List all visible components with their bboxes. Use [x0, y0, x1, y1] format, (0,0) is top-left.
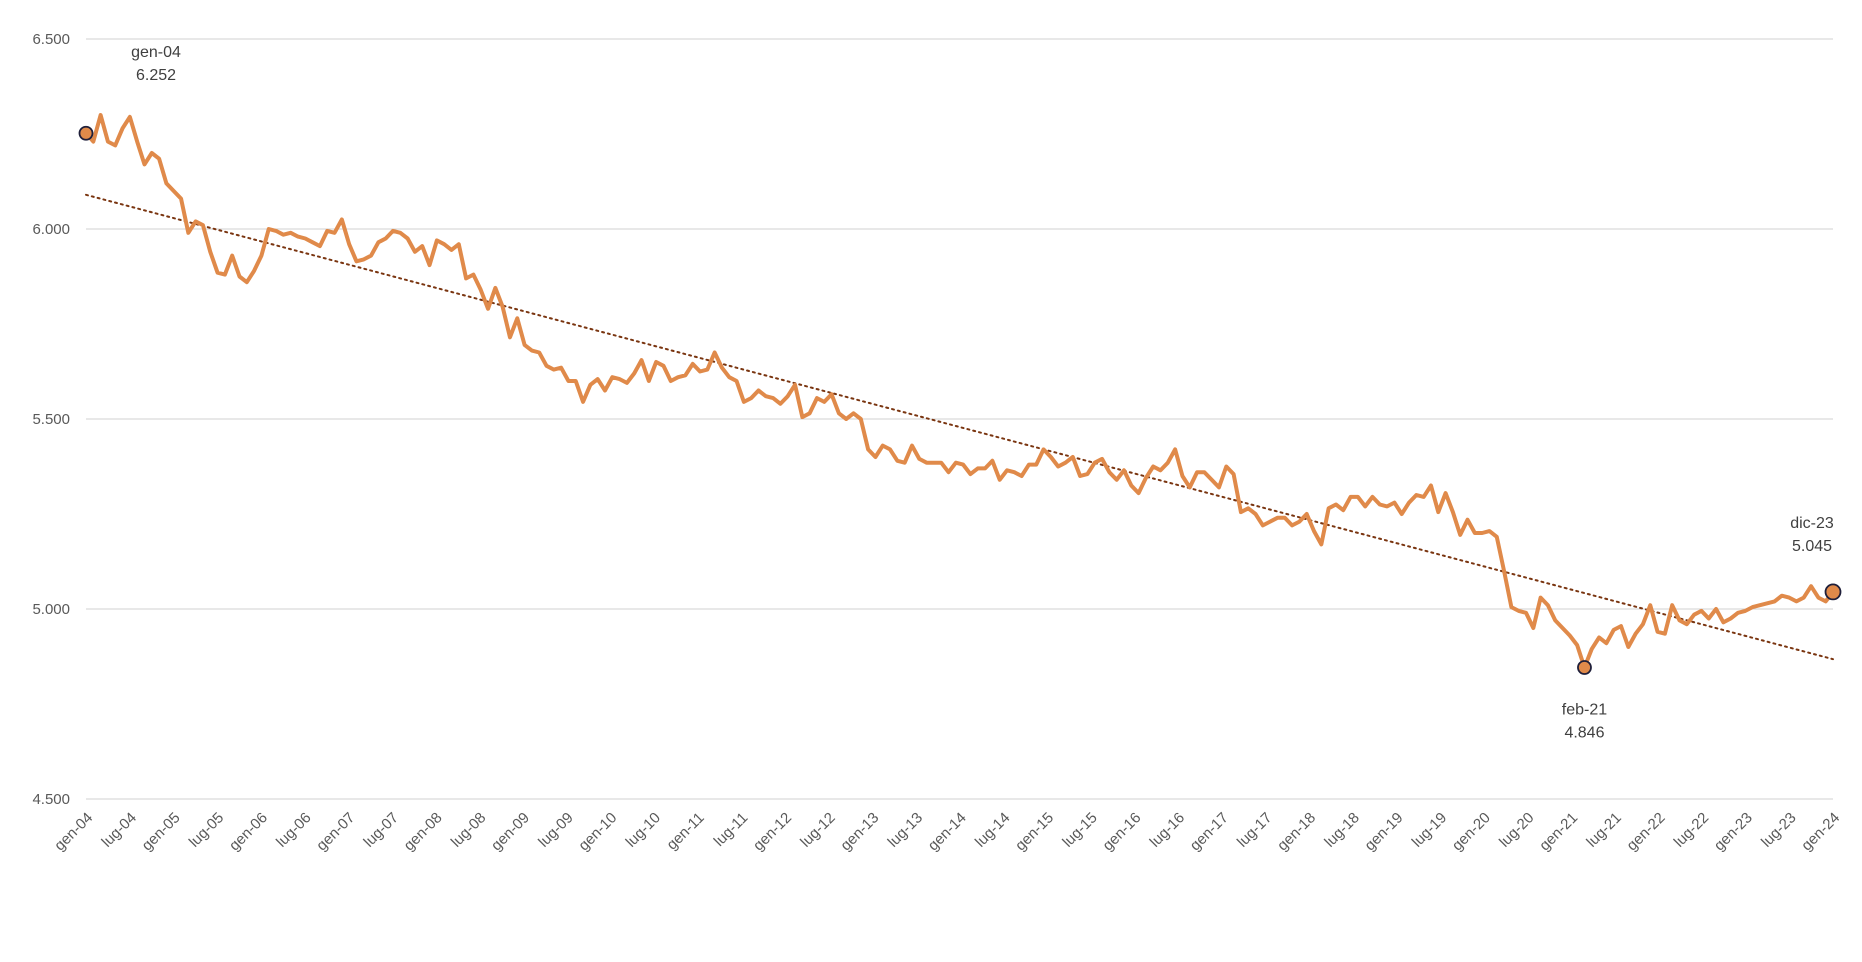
x-tick-label: gen-18 — [1274, 809, 1319, 854]
x-tick-label: lug-06 — [273, 809, 315, 851]
annotation-marker — [1824, 583, 1842, 601]
x-tick-label: lug-19 — [1409, 809, 1451, 851]
x-tick-label: lug-22 — [1671, 809, 1713, 851]
x-tick-label: lug-10 — [623, 809, 665, 851]
x-tick-label: lug-23 — [1758, 809, 1800, 851]
x-tick-label: gen-23 — [1711, 809, 1756, 854]
gridlines — [86, 38, 1833, 800]
x-tick-label: lug-09 — [535, 809, 577, 851]
x-tick-label: gen-05 — [139, 809, 184, 854]
annotation-marker — [1577, 660, 1592, 675]
x-tick-label: gen-04 — [51, 809, 96, 854]
y-axis: 4.500 5.000 5.500 6.000 6.500 — [32, 31, 70, 808]
x-tick-label: lug-05 — [186, 809, 228, 851]
y-tick-label: 6.500 — [32, 31, 70, 48]
x-tick-label: gen-16 — [1099, 809, 1144, 854]
trendline-group — [85, 193, 1834, 661]
x-tick-label: gen-20 — [1449, 809, 1494, 854]
x-tick-label: gen-15 — [1012, 809, 1057, 854]
x-tick-label: lug-08 — [448, 809, 490, 851]
trendline — [85, 193, 1834, 661]
x-tick-label: gen-09 — [488, 809, 533, 854]
series-group — [84, 113, 1835, 670]
annotation-date-label: dic-23 — [1790, 515, 1834, 532]
x-tick-label: lug-21 — [1583, 809, 1625, 851]
x-tick-label: lug-12 — [797, 809, 839, 851]
y-tick-label: 6.000 — [32, 221, 70, 238]
x-tick-label: gen-07 — [313, 809, 358, 854]
x-tick-label: gen-17 — [1187, 809, 1232, 854]
x-tick-label: gen-08 — [401, 809, 446, 854]
x-tick-label: gen-13 — [837, 809, 882, 854]
x-tick-label: lug-20 — [1496, 809, 1538, 851]
x-tick-label: gen-24 — [1798, 809, 1843, 854]
annotation-value-label: 5.045 — [1792, 538, 1832, 555]
x-tick-label: lug-13 — [885, 809, 927, 851]
x-tick-label: lug-17 — [1234, 809, 1276, 851]
x-tick-label: gen-14 — [925, 809, 970, 854]
x-tick-label: gen-06 — [226, 809, 271, 854]
x-tick-label: gen-10 — [575, 809, 620, 854]
x-tick-label: gen-12 — [750, 809, 795, 854]
y-tick-label: 4.500 — [32, 791, 70, 808]
x-tick-label: lug-11 — [711, 809, 752, 850]
x-tick-label: gen-21 — [1536, 809, 1581, 854]
x-tick-label: lug-18 — [1321, 809, 1363, 851]
x-tick-label: gen-22 — [1623, 809, 1668, 854]
y-tick-label: 5.500 — [32, 411, 70, 428]
x-tick-label: gen-19 — [1361, 809, 1406, 854]
x-tick-label: lug-04 — [98, 809, 140, 851]
annotation-date-label: feb-21 — [1562, 702, 1607, 719]
x-tick-label: lug-16 — [1147, 809, 1189, 851]
annotation-value-label: 4.846 — [1564, 725, 1604, 742]
x-tick-label: lug-14 — [972, 809, 1014, 851]
y-tick-label: 5.000 — [32, 601, 70, 618]
series-line — [84, 113, 1835, 670]
x-tick-label: lug-07 — [360, 809, 402, 851]
annotations-group: gen-04 6.252 feb-21 4.846 dic-23 5.045 — [78, 44, 1842, 742]
annotation-value-label: 6.252 — [136, 67, 176, 84]
x-tick-label: lug-15 — [1059, 809, 1101, 851]
x-tick-label: gen-11 — [663, 809, 707, 853]
annotation-date-label: gen-04 — [131, 44, 181, 61]
annotation-marker — [78, 125, 94, 141]
